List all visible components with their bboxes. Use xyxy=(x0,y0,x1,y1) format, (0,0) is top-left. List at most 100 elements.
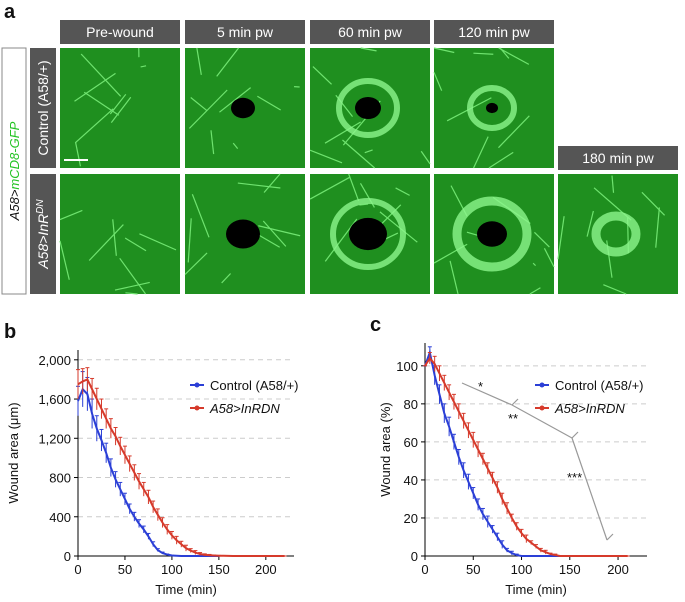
cell-edge xyxy=(219,87,252,113)
cell-edge xyxy=(109,93,127,115)
panel-label: c xyxy=(370,314,381,336)
y-tick-label: 20 xyxy=(404,511,418,526)
wound-halo xyxy=(452,196,532,272)
cell-edge xyxy=(124,237,147,252)
cell-edge xyxy=(433,72,443,91)
y-tick-label: 800 xyxy=(49,471,71,486)
cell-edge xyxy=(557,216,565,260)
x-tick-label: 150 xyxy=(559,562,581,577)
cell-edge xyxy=(196,47,202,75)
legend-label: Control (A58/+) xyxy=(210,378,299,393)
cell-edge xyxy=(498,47,530,65)
cell-edge xyxy=(210,130,215,155)
column-header: 180 min pw xyxy=(582,150,654,166)
row-label-box xyxy=(30,174,56,294)
column-header: Pre-wound xyxy=(86,24,154,40)
significance-label: * xyxy=(478,379,483,394)
cell-edge xyxy=(364,149,373,154)
cell-edge xyxy=(112,219,117,256)
column-header: 120 min pw xyxy=(458,24,530,40)
cell-edge xyxy=(190,97,208,112)
wound xyxy=(231,97,255,119)
cell-edge xyxy=(221,273,232,284)
cell-edge xyxy=(534,231,550,248)
series-line xyxy=(77,378,285,557)
side-label-box xyxy=(1,47,27,295)
cell-edge xyxy=(191,194,210,238)
x-tick-label: 0 xyxy=(421,562,428,577)
cell-edge xyxy=(216,47,240,77)
x-tick-label: 100 xyxy=(161,562,183,577)
significance-label: *** xyxy=(567,470,582,485)
cell-edge xyxy=(187,218,192,263)
x-tick-label: 200 xyxy=(607,562,629,577)
y-tick-label: 2,000 xyxy=(38,353,71,368)
cell-edge xyxy=(641,191,666,216)
cell-edge xyxy=(473,136,489,169)
cell-edge xyxy=(312,66,332,85)
cell-edge xyxy=(449,260,459,295)
legend-marker xyxy=(194,382,200,388)
row-label-sup: DN xyxy=(35,199,46,214)
significance-bracket xyxy=(511,404,579,439)
y-tick-label: 40 xyxy=(404,473,418,488)
row-label: A58>InRDN xyxy=(35,199,52,270)
wound-halo xyxy=(591,211,641,257)
cell-edge xyxy=(59,209,83,221)
cell-edge xyxy=(237,182,281,189)
panel-label: b xyxy=(4,321,16,343)
y-tick-label: 1,200 xyxy=(38,431,71,446)
cell-edge xyxy=(74,108,114,144)
x-axis-title: Time (min) xyxy=(155,582,217,597)
legend-marker xyxy=(539,382,545,388)
cell-edge xyxy=(125,292,138,295)
wound xyxy=(477,221,507,247)
panel-label: a xyxy=(4,1,16,23)
x-axis-title: Time (min) xyxy=(505,582,567,597)
wound xyxy=(486,102,498,114)
x-tick-label: 200 xyxy=(255,562,277,577)
cell-edge xyxy=(420,150,431,165)
column-header: 5 min pw xyxy=(217,24,274,40)
wound-halo xyxy=(467,85,517,131)
x-tick-label: 50 xyxy=(118,562,132,577)
wound xyxy=(355,96,381,120)
cell-edge xyxy=(184,252,208,275)
series-line xyxy=(77,387,219,557)
cell-edge xyxy=(342,139,376,169)
row-label: Control (A58/+) xyxy=(35,60,51,155)
cell-edge xyxy=(498,115,530,149)
cell-edge xyxy=(379,211,418,243)
micrograph xyxy=(60,174,180,294)
y-axis-title: Wound area (%) xyxy=(378,402,393,496)
cell-edge xyxy=(232,142,239,149)
cell-edge xyxy=(586,210,594,237)
x-tick-label: 100 xyxy=(511,562,533,577)
column-header-box xyxy=(558,146,678,170)
wound-halo xyxy=(330,198,406,270)
cell-edge xyxy=(114,281,150,291)
cell-edge xyxy=(543,248,555,268)
row-label-box xyxy=(30,48,56,168)
legend-marker xyxy=(539,405,545,411)
cell-edge xyxy=(139,233,177,251)
cell-edge xyxy=(309,176,350,200)
x-tick-label: 50 xyxy=(466,562,480,577)
x-tick-label: 0 xyxy=(74,562,81,577)
cell-edge xyxy=(119,257,147,295)
cell-edge xyxy=(473,52,494,55)
legend-label: A58>InRDN xyxy=(554,401,625,416)
column-header-box xyxy=(434,20,554,44)
column-header-box xyxy=(60,20,180,44)
series-line xyxy=(424,348,570,557)
cell-edge xyxy=(257,95,281,111)
y-tick-label: 0 xyxy=(411,549,418,564)
cell-edge xyxy=(348,173,360,201)
cell-edge xyxy=(258,225,301,237)
cell-edge xyxy=(88,224,124,261)
column-header-box xyxy=(185,20,305,44)
wound-halo xyxy=(336,78,400,138)
cell-edge xyxy=(262,220,287,247)
y-tick-label: 400 xyxy=(49,510,71,525)
